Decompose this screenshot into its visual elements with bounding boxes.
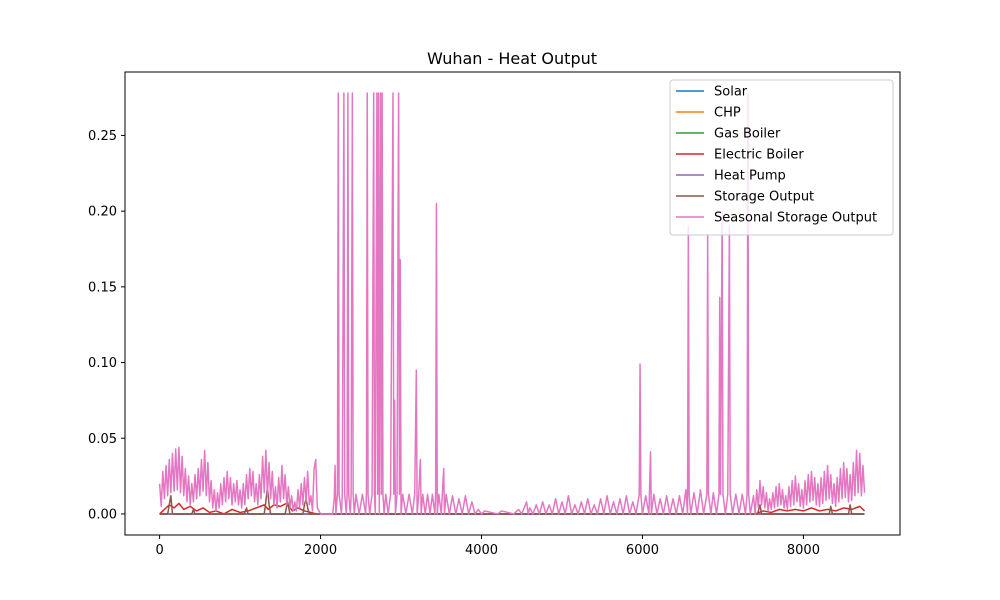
legend-label: Electric Boiler <box>714 148 804 163</box>
y-tick-label: 0.00 <box>88 507 117 522</box>
legend-label: CHP <box>714 106 741 121</box>
series-line-seasonal-storage-output <box>158 92 866 515</box>
x-tick-label: 2000 <box>304 543 337 558</box>
legend-label: Heat Pump <box>714 169 786 184</box>
y-tick-label: 0.15 <box>88 280 117 295</box>
series-layer <box>158 92 866 515</box>
legend-label: Seasonal Storage Output <box>714 211 877 226</box>
x-tick-label: 0 <box>155 543 163 558</box>
legend-label: Storage Output <box>714 190 814 205</box>
y-tick-label: 0.05 <box>88 432 117 447</box>
x-tick-label: 6000 <box>626 543 659 558</box>
y-axis: 0.00 0.05 0.10 0.15 0.20 0.25 <box>88 129 125 522</box>
plot-frame <box>124 71 901 536</box>
chart-title: Wuhan - Heat Output <box>427 49 597 68</box>
legend-box <box>669 79 894 236</box>
x-axis: 0 2000 4000 6000 8000 <box>155 535 820 558</box>
y-tick-label: 0.25 <box>88 129 117 144</box>
x-tick-label: 4000 <box>465 543 498 558</box>
x-tick-label: 8000 <box>787 543 820 558</box>
legend-label: Solar <box>714 85 748 100</box>
y-tick-label: 0.10 <box>88 356 117 371</box>
y-tick-label: 0.20 <box>88 205 117 220</box>
legend: Solar CHP Gas Boiler Electric Boiler Heat Pu… <box>669 79 894 236</box>
legend-label: Gas Boiler <box>714 127 781 142</box>
